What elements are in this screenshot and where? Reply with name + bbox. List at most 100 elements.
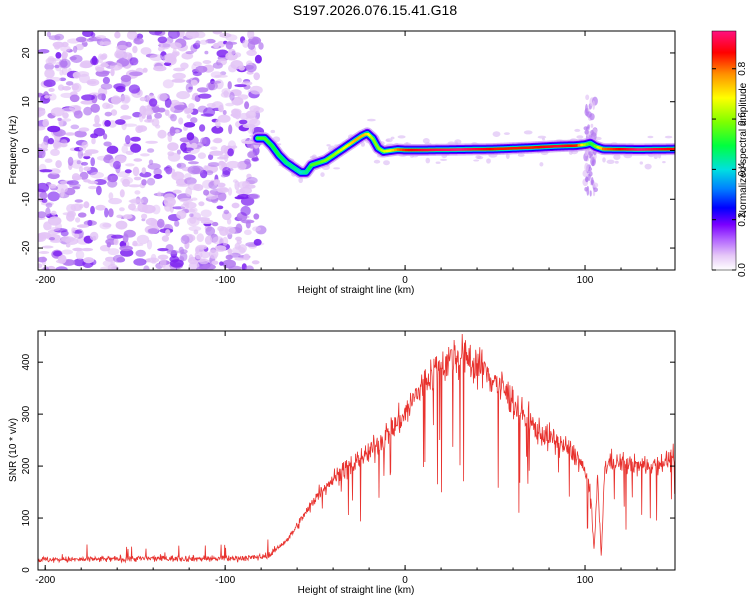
ridge-speckle xyxy=(390,136,395,140)
noise-speckle xyxy=(113,160,121,170)
noise-speckle xyxy=(70,124,80,130)
noise-speckle xyxy=(107,248,120,256)
noise-speckle xyxy=(141,167,146,174)
noise-speckle xyxy=(106,145,119,154)
noise-speckle xyxy=(202,60,212,64)
spike-speckle xyxy=(590,177,594,186)
noise-speckle xyxy=(216,205,224,210)
noise-speckle xyxy=(39,192,48,199)
noise-speckle xyxy=(79,145,86,152)
noise-speckle xyxy=(186,132,195,141)
noise-speckle xyxy=(67,211,76,218)
noise-speckle xyxy=(132,45,138,54)
noise-speckle xyxy=(235,189,246,195)
noise-speckle xyxy=(157,36,168,44)
noise-speckle xyxy=(196,233,204,243)
ridge-speckle xyxy=(440,158,448,161)
noise-speckle xyxy=(74,199,84,203)
noise-speckle xyxy=(226,160,240,169)
ridge-speckle xyxy=(602,157,606,163)
ridge-speckle xyxy=(664,135,673,139)
noise-speckle xyxy=(211,125,224,134)
noise-speckle xyxy=(227,81,232,90)
noise-speckle xyxy=(139,171,152,178)
noise-speckle xyxy=(172,172,178,177)
noise-speckle xyxy=(167,142,179,151)
noise-speckle xyxy=(169,259,184,268)
noise-speckle xyxy=(47,216,62,226)
noise-speckle xyxy=(90,32,96,38)
noise-speckle xyxy=(212,236,224,245)
noise-speckle xyxy=(40,141,49,150)
noise-speckle xyxy=(133,158,143,162)
noise-speckle xyxy=(61,118,72,122)
noise-speckle xyxy=(146,177,156,186)
noise-speckle xyxy=(189,213,194,218)
noise-speckle xyxy=(115,119,126,125)
ridge-speckle xyxy=(397,135,406,139)
noise-speckle xyxy=(120,74,132,83)
noise-speckle xyxy=(221,88,231,95)
noise-speckle xyxy=(194,250,203,260)
colorbar: 0.0 0.2 0.4 0.6 0.8 Normalized spectral ampl… xyxy=(711,30,749,277)
noise-speckle xyxy=(76,224,90,228)
noise-speckle xyxy=(83,166,91,172)
noise-speckle xyxy=(78,127,90,132)
noise-speckle xyxy=(57,254,67,264)
noise-speckle xyxy=(242,123,254,128)
noise-speckle xyxy=(50,107,65,117)
noise-speckle xyxy=(93,179,107,185)
ridge-speckle xyxy=(320,172,325,178)
spike-speckle xyxy=(590,123,594,128)
ridge-speckle xyxy=(385,139,390,142)
noise-speckle xyxy=(200,137,207,145)
noise-speckle xyxy=(67,156,74,166)
noise-speckle xyxy=(95,35,107,40)
noise-speckle xyxy=(48,88,55,92)
ridge-speckle xyxy=(505,153,510,160)
noise-speckle xyxy=(210,80,222,84)
noise-speckle xyxy=(146,239,153,250)
noise-speckle xyxy=(61,236,75,243)
noise-speckle xyxy=(128,203,136,211)
noise-speckle xyxy=(171,78,186,83)
noise-speckle xyxy=(200,251,211,259)
noise-speckle xyxy=(203,189,210,196)
noise-speckle xyxy=(38,147,45,157)
noise-speckle xyxy=(90,157,95,167)
noise-speckle xyxy=(47,125,61,133)
ridge-speckle xyxy=(486,158,491,164)
noise-speckle xyxy=(223,209,230,215)
noise-speckle xyxy=(89,231,99,241)
noise-speckle xyxy=(227,148,234,157)
noise-speckle xyxy=(102,102,111,110)
noise-speckle xyxy=(55,141,62,149)
noise-speckle xyxy=(157,254,169,260)
noise-speckle xyxy=(79,62,93,69)
noise-speckle xyxy=(112,254,124,263)
noise-speckle xyxy=(164,109,170,116)
noise-speckle xyxy=(187,183,200,191)
noise-speckle xyxy=(57,117,62,121)
noise-speckle xyxy=(190,117,198,124)
noise-speckle xyxy=(157,46,165,52)
noise-speckle xyxy=(115,220,128,230)
noise-speckle xyxy=(38,251,50,254)
noise-speckle xyxy=(88,185,98,190)
noise-speckle xyxy=(57,84,65,91)
noise-speckle xyxy=(184,177,197,185)
noise-speckle xyxy=(244,229,252,236)
noise-speckle xyxy=(148,98,158,107)
noise-speckle xyxy=(147,228,158,234)
noise-speckle xyxy=(237,160,247,171)
bottom-x-tick-label: -100 xyxy=(215,575,235,586)
noise-speckle xyxy=(154,112,163,119)
noise-speckle xyxy=(229,91,235,101)
noise-speckle xyxy=(90,205,95,215)
noise-speckle xyxy=(186,114,192,119)
noise-speckle xyxy=(183,154,196,161)
noise-speckle xyxy=(199,124,206,132)
noise-speckle xyxy=(176,210,187,220)
noise-speckle xyxy=(211,221,219,227)
